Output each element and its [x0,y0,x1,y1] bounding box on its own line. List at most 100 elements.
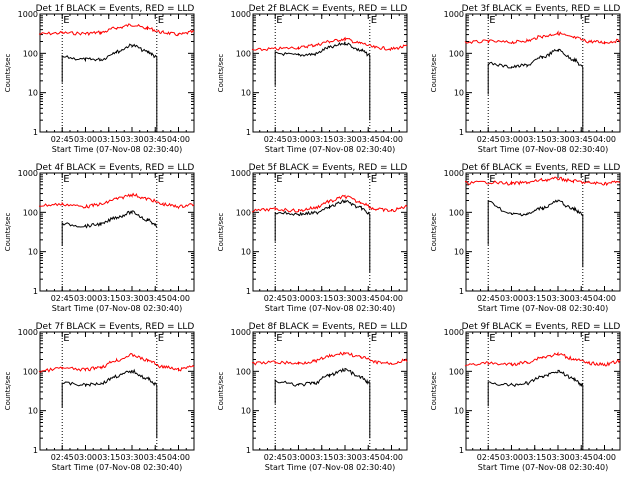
plot-frame [39,331,195,451]
events-rate-line [487,48,584,132]
x-tick-label: 02:45 [264,294,287,303]
x-tick-label: 04:00 [380,453,403,462]
x-axis-label: Start Time (07-Nov-08 02:30:40) [265,145,395,154]
x-tick-label: 03:45 [357,294,380,303]
x-tick-label: 03:30 [546,453,569,462]
lld-rate-line [251,36,408,52]
x-tick-label: 02:45 [477,294,500,303]
x-tick-label: 03:45 [144,453,167,462]
y-tick-label: 10 [28,407,38,416]
events-rate-line [61,43,158,132]
y-tick-label: 1000 [231,169,251,178]
lld-rate-line [464,176,621,187]
x-tick-label: 04:00 [593,135,616,144]
x-tick-label: 03:15 [523,294,546,303]
y-tick-label: 10 [241,248,251,257]
y-tick-label: 1000 [444,169,464,178]
event-marker-label: E [489,15,495,26]
y-tick-label: 1 [459,446,464,455]
x-tick-label: 04:00 [593,294,616,303]
event-marker-label: E [276,15,282,26]
y-tick-label: 1 [33,128,38,137]
x-tick-label: 04:00 [167,135,190,144]
x-tick-label: 03:15 [97,135,120,144]
x-tick-label: 02:45 [51,453,74,462]
x-tick-label: 02:45 [51,135,74,144]
x-tick-label: 03:15 [523,135,546,144]
lld-rate-line [251,351,408,366]
panel-title: Det 5f BLACK = Events, RED = LLD [249,163,408,173]
panel-title: Det 7f BLACK = Events, RED = LLD [36,322,195,332]
plot-frame [465,172,621,292]
panel-title: Det 2f BLACK = Events, RED = LLD [249,4,408,14]
x-tick-label: 03:15 [97,294,120,303]
y-tick-label: 10 [454,407,464,416]
x-axis-label: Start Time (07-Nov-08 02:30:40) [52,463,182,472]
x-tick-label: 04:00 [380,135,403,144]
x-axis-label: Start Time (07-Nov-08 02:30:40) [478,145,608,154]
y-tick-label: 100 [23,208,38,217]
y-tick-label: 10 [241,407,251,416]
y-tick-label: 1 [33,446,38,455]
panel-det-2: Det 2f BLACK = Events, RED = LLD 1 10 100 10… [217,4,408,154]
y-tick-label: 100 [449,208,464,217]
panel-det-1: Det 1f BLACK = Events, RED = LLD 1 10 100 10… [4,4,195,154]
x-axis-label: Start Time (07-Nov-08 02:30:40) [478,304,608,313]
y-tick-label: 10 [28,248,38,257]
panel-det-6: Det 6f BLACK = Events, RED = LLD 1 10 100 10… [430,163,621,313]
events-rate-line [61,368,158,439]
x-tick-label: 03:30 [546,135,569,144]
plot-frame [465,13,621,133]
x-tick-label: 03:00 [74,294,97,303]
x-tick-label: 02:45 [264,453,287,462]
y-tick-label: 1000 [231,328,251,337]
plot-frame [252,13,408,133]
events-rate-line [274,367,371,439]
y-axis-label: Counts/sec [217,54,225,93]
x-tick-label: 03:45 [144,294,167,303]
y-tick-label: 100 [23,367,38,376]
x-tick-label: 03:00 [74,135,97,144]
x-tick-label: 03:15 [310,294,333,303]
x-tick-label: 03:45 [357,135,380,144]
x-tick-label: 03:30 [546,294,569,303]
y-tick-label: 1000 [231,10,251,19]
panel-det-3: Det 3f BLACK = Events, RED = LLD 1 10 100 10… [430,4,621,154]
x-tick-label: 03:00 [287,453,310,462]
panel-title: Det 6f BLACK = Events, RED = LLD [462,163,621,173]
y-tick-label: 10 [454,89,464,98]
y-tick-label: 1 [459,287,464,296]
plot-frame [252,172,408,292]
x-tick-label: 03:45 [570,294,593,303]
panel-title: Det 4f BLACK = Events, RED = LLD [36,163,195,173]
x-tick-label: 03:15 [310,135,333,144]
x-axis-label: Start Time (07-Nov-08 02:30:40) [52,304,182,313]
y-axis-label: Counts/sec [4,213,12,252]
x-tick-label: 02:45 [477,453,500,462]
lld-rate-line [38,23,195,37]
x-tick-label: 03:00 [500,135,523,144]
y-tick-label: 100 [236,208,251,217]
events-rate-line [61,210,158,246]
y-axis-label: Counts/sec [4,372,12,411]
x-axis-label: Start Time (07-Nov-08 02:30:40) [265,304,395,313]
x-tick-label: 03:00 [287,135,310,144]
y-tick-label: 1000 [18,328,38,337]
y-tick-label: 1 [33,287,38,296]
y-tick-label: 1000 [18,169,38,178]
event-marker-label: E [584,174,590,185]
x-tick-label: 04:00 [593,453,616,462]
x-tick-label: 02:45 [264,135,287,144]
event-marker-label: E [489,174,495,185]
event-marker-label: E [276,333,282,344]
y-tick-label: 1000 [18,10,38,19]
x-tick-label: 03:30 [333,453,356,462]
lld-rate-line [38,352,195,373]
y-tick-label: 10 [241,89,251,98]
x-tick-label: 04:00 [380,294,403,303]
x-tick-label: 03:15 [523,453,546,462]
events-rate-line [274,41,371,121]
x-tick-label: 03:30 [120,135,143,144]
x-tick-label: 03:45 [144,135,167,144]
